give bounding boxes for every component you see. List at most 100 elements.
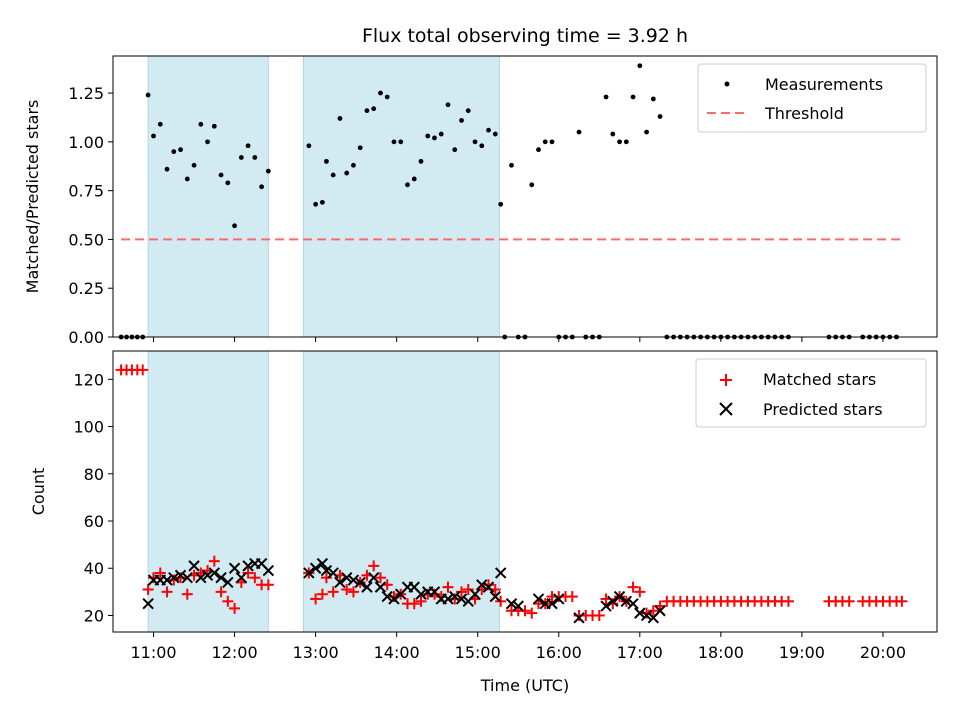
matched-star-point [593, 609, 605, 621]
predicted-star-point [469, 588, 481, 600]
predicted-star-point [553, 593, 565, 605]
measurement-point [498, 201, 504, 207]
measurement-point [486, 127, 491, 133]
measurement-point [357, 145, 363, 151]
predicted-star-point [600, 600, 612, 612]
measurement-point [445, 102, 451, 108]
matched-star-point [519, 605, 531, 617]
measurement-point [576, 129, 582, 135]
predicted-star-point [546, 597, 558, 610]
matched-star-point [181, 588, 193, 600]
x-axis-ticks: 11:00 12:00 13:00 14:00 15:00 16:00 17:00 18:00… [130, 632, 906, 662]
y-tick-label: 120 [73, 370, 104, 389]
matched-star-point [627, 581, 639, 593]
legend-label-matched: Matched stars [763, 370, 876, 389]
matched-star-point [242, 567, 254, 579]
measurement-point [191, 162, 197, 168]
predicted-star-point [340, 571, 353, 584]
measurement-point [259, 184, 264, 190]
measurement-point [603, 94, 609, 100]
predicted-star-point [320, 564, 333, 577]
measurement-point [225, 180, 231, 186]
y-axis-label: Matched/Predicted stars [23, 100, 42, 294]
predicted-star-point [442, 593, 454, 605]
matched-star-point [229, 602, 241, 614]
measurement-point [425, 133, 431, 139]
predicted-star-point [607, 595, 619, 608]
y-tick-label: 100 [73, 418, 104, 437]
measurement-point [452, 147, 458, 153]
predicted-star-point [613, 590, 626, 603]
x-tick-label: 11:00 [130, 643, 176, 662]
x-tick-label: 15:00 [455, 643, 501, 662]
predicted-star-point [174, 569, 187, 582]
matched-star-point [462, 583, 474, 595]
predicted-star-point [654, 605, 666, 617]
measurement-point [198, 121, 204, 127]
predicted-star-point [640, 609, 653, 622]
matched-star-point [249, 572, 261, 584]
measurement-point [164, 166, 170, 172]
measurement-point [391, 139, 397, 145]
matched-star-point [415, 595, 427, 607]
predicted-star-point [222, 576, 234, 589]
predicted-star-point [627, 597, 639, 610]
matched-star-point [374, 572, 386, 584]
predicted-star-point [381, 590, 393, 603]
predicted-star-point [334, 576, 346, 589]
matched-star-point [782, 595, 794, 607]
matched-star-point [408, 598, 420, 610]
measurement-point [337, 116, 343, 121]
predicted-star-point [215, 571, 227, 584]
matched-star-point [566, 591, 578, 603]
measurement-point [324, 158, 329, 164]
matched-star-point [142, 583, 154, 595]
matched-star-point [215, 586, 227, 598]
predicted-star-point [303, 567, 315, 579]
y-axis-ticks: 20 40 60 80 100 120 [73, 370, 113, 625]
matched-star-point [327, 586, 339, 598]
measurement-point [211, 123, 217, 129]
predicted-star-point [494, 567, 507, 579]
predicted-star-point [262, 564, 275, 577]
x-tick-label: 16:00 [536, 643, 582, 662]
predicted-star-point [188, 560, 200, 572]
matched-star-point [495, 595, 507, 607]
legend: Measurements Threshold [697, 63, 927, 133]
measurement-point [384, 94, 390, 100]
matched-star-point [896, 595, 908, 607]
x-tick-label: 13:00 [293, 643, 339, 662]
measurement-point [205, 139, 210, 145]
chart-title: Flux total observing time = 3.92 h [362, 25, 688, 47]
predicted-star-point [242, 560, 254, 572]
predicted-star-point [449, 590, 461, 603]
measurement-point [306, 143, 312, 149]
measurement-point [232, 223, 237, 229]
measurement-point [542, 139, 548, 145]
y-tick-label: 60 [84, 512, 104, 531]
predicted-star-point [142, 597, 154, 610]
predicted-star-point [208, 567, 221, 579]
matched-star-point [310, 593, 322, 605]
y-tick-label: 0.75 [68, 182, 104, 201]
y-axis-ticks: 0.00 0.25 0.50 0.75 1.00 1.25 [68, 84, 113, 347]
measurement-point [145, 92, 151, 98]
predicted-star-point [368, 571, 380, 584]
y-tick-label: 20 [84, 606, 104, 625]
predicted-star-point [201, 569, 214, 582]
predicted-star-point [195, 571, 207, 584]
x-tick-label: 19:00 [779, 643, 825, 662]
y-tick-label: 1.25 [68, 84, 104, 103]
observing-window-2 [302, 55, 500, 338]
plot-frame [112, 350, 938, 633]
measurement-point [472, 139, 478, 145]
legend-box [695, 358, 927, 428]
predicted-star-point [476, 579, 488, 591]
predicted-star-point [181, 571, 194, 584]
count-panel: 20 40 60 80 100 120 11:00 12:00 13:00 14:00 15:00… [29, 350, 938, 695]
predicted-star-point [374, 581, 387, 593]
measurement-point [536, 147, 541, 153]
observing-windows [147, 350, 500, 633]
matched-star-point [368, 560, 380, 572]
measurement-point [411, 176, 417, 182]
